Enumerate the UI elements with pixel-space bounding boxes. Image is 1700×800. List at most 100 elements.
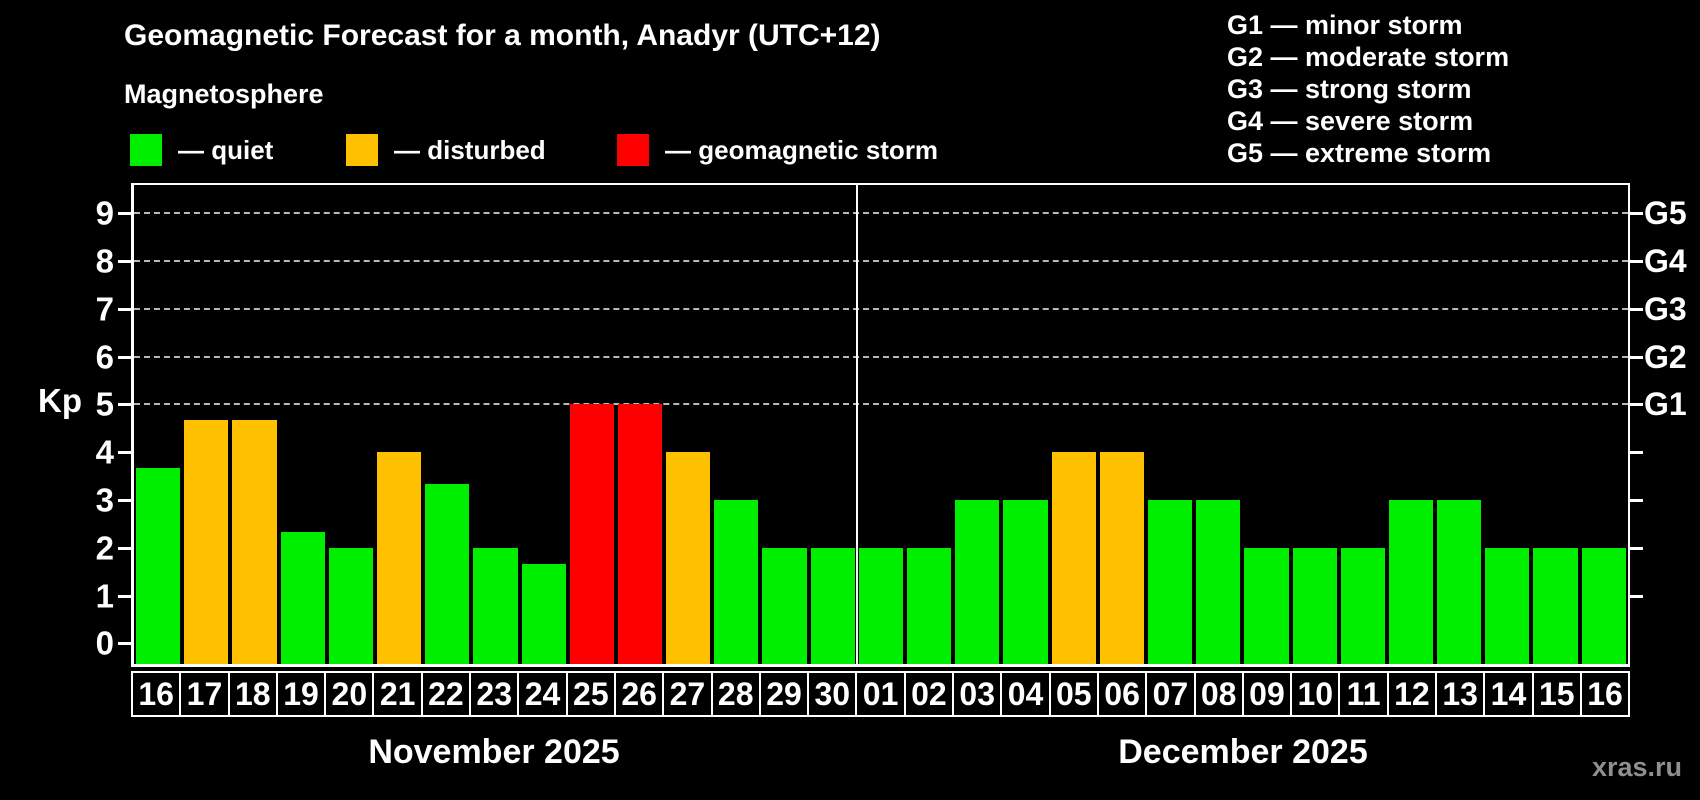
y-axis-tick xyxy=(118,307,131,311)
y-axis-tick xyxy=(118,260,131,263)
kp-gridline-6 xyxy=(134,355,1628,358)
legend-item-disturbed-label: — disturbed xyxy=(394,134,546,165)
x-axis-date-row: 16 17 18 19 20 21 22 23 24 25 26 27 28 29 30 01 02 03 04 05… xyxy=(131,671,1631,717)
date-cell-nov-24: 24 xyxy=(517,671,568,717)
y-axis-tick xyxy=(118,355,131,359)
kp-bar-nov-23 xyxy=(473,547,518,664)
kp-bar-dec-10 xyxy=(1292,547,1337,664)
month-divider-line xyxy=(855,185,858,664)
date-cell-nov-17: 17 xyxy=(179,671,230,717)
bar-slot xyxy=(905,185,953,664)
date-cell-dec-09: 09 xyxy=(1241,671,1293,717)
bar-slot xyxy=(857,185,905,664)
disturbed-color-swatch-icon xyxy=(346,134,378,166)
date-cell-dec-01: 01 xyxy=(855,671,906,717)
bar-slot xyxy=(1387,185,1435,664)
date-cell-nov-26: 26 xyxy=(613,671,665,717)
y-axis-tick-label: 6 xyxy=(95,338,114,376)
bar-slot xyxy=(1580,185,1628,664)
y-axis-tick-label: 1 xyxy=(95,577,114,615)
g-legend-item-g2: G2 — moderate storm xyxy=(1227,42,1510,72)
kp-bar-dec-05 xyxy=(1051,452,1096,664)
legend-item-quiet-label: — quiet xyxy=(178,134,274,165)
bar-slot xyxy=(1339,185,1387,664)
kp-bar-nov-20 xyxy=(328,547,373,664)
watermark: xras.ru xyxy=(1591,752,1682,782)
bar-slot xyxy=(809,185,857,664)
kp-bar-dec-14 xyxy=(1485,547,1530,664)
date-cell-dec-13: 13 xyxy=(1435,671,1486,717)
y-axis-tick xyxy=(118,546,131,550)
kp-gridline-8 xyxy=(134,260,1628,262)
right-axis-tick xyxy=(1630,546,1643,550)
bar-slot xyxy=(1435,185,1483,664)
kp-bar-nov-22 xyxy=(425,484,470,664)
plot-area: 0 1 2 3 4 5 6 7 8 9 G1 G2 G3 G4 G5 xyxy=(96,183,1687,667)
y-axis-tick xyxy=(118,403,131,407)
kp-gridline-5 xyxy=(134,403,1628,406)
date-cell-dec-04: 04 xyxy=(1000,671,1051,717)
date-cell-nov-28: 28 xyxy=(710,671,761,717)
kp-bar-nov-21 xyxy=(376,452,422,664)
kp-bar-nov-24 xyxy=(521,563,566,664)
kp-bar-nov-27 xyxy=(666,452,711,664)
kp-bar-nov-26 xyxy=(617,404,663,664)
g-level-label-g3: G3 xyxy=(1644,290,1687,327)
date-cell-nov-30: 30 xyxy=(807,671,858,717)
right-axis-tick xyxy=(1630,307,1643,311)
quiet-color-swatch-icon xyxy=(130,134,162,166)
kp-bar-nov-30 xyxy=(810,547,855,664)
y-axis-tick-label: 2 xyxy=(95,529,114,567)
bar-slot xyxy=(1098,185,1146,664)
y-axis-tick xyxy=(118,642,131,646)
date-cell-dec-06: 06 xyxy=(1096,671,1148,717)
date-cell-dec-15: 15 xyxy=(1531,671,1582,717)
y-axis-tick-label: 0 xyxy=(95,624,114,662)
y-axis-tick xyxy=(118,594,131,598)
bar-slot xyxy=(520,185,568,664)
bar-slot xyxy=(953,185,1001,664)
date-cell-dec-02: 02 xyxy=(903,671,955,717)
date-cell-dec-11: 11 xyxy=(1338,671,1389,717)
legend-item-storm-label: — geomagnetic storm xyxy=(665,134,939,165)
y-axis-tick-label: 7 xyxy=(95,290,114,328)
bar-slot xyxy=(134,185,182,664)
bar-slot xyxy=(423,185,471,664)
date-cell-dec-05: 05 xyxy=(1048,671,1099,717)
bar-slot xyxy=(1242,185,1290,664)
y-axis-tick-label: 9 xyxy=(95,194,114,232)
g-legend-item-g1: G1 — minor storm xyxy=(1227,10,1463,40)
kp-bar-nov-29 xyxy=(762,547,807,664)
g-legend-item-g5: G5 — extreme storm xyxy=(1227,138,1492,168)
kp-gridline-9 xyxy=(134,212,1628,215)
kp-bar-dec-07 xyxy=(1147,500,1193,664)
date-cell-nov-23: 23 xyxy=(469,671,520,717)
bar-slot xyxy=(1050,185,1098,664)
bar-slot xyxy=(712,185,760,664)
right-axis-tick xyxy=(1630,594,1643,598)
kp-bar-nov-19 xyxy=(280,532,325,664)
kp-bar-nov-25 xyxy=(569,404,614,664)
kp-bar-dec-15 xyxy=(1533,547,1578,664)
kp-bar-dec-11 xyxy=(1340,547,1385,664)
date-cell-nov-16: 16 xyxy=(131,671,182,717)
kp-bar-nov-17 xyxy=(184,420,229,664)
bar-slot xyxy=(1146,185,1194,664)
g-legend-item-g4: G4 — severe storm xyxy=(1227,106,1474,136)
date-cell-dec-03: 03 xyxy=(952,671,1003,717)
date-cell-dec-12: 12 xyxy=(1386,671,1438,717)
bar-slot xyxy=(375,185,423,664)
legend-item-quiet: — quiet xyxy=(130,134,273,166)
date-cell-nov-25: 25 xyxy=(565,671,616,717)
kp-bar-dec-16 xyxy=(1581,547,1626,664)
kp-bar-dec-09 xyxy=(1244,547,1289,664)
g-level-label-g4: G4 xyxy=(1644,243,1687,279)
date-cell-dec-10: 10 xyxy=(1290,671,1341,717)
kp-bar-dec-12 xyxy=(1388,500,1434,664)
chart-subtitle: Magnetosphere xyxy=(124,79,324,109)
date-cell-nov-22: 22 xyxy=(420,671,472,717)
date-cell-nov-19: 19 xyxy=(275,671,327,717)
kp-bar-dec-02 xyxy=(907,547,952,664)
kp-bar-nov-18 xyxy=(232,420,277,664)
